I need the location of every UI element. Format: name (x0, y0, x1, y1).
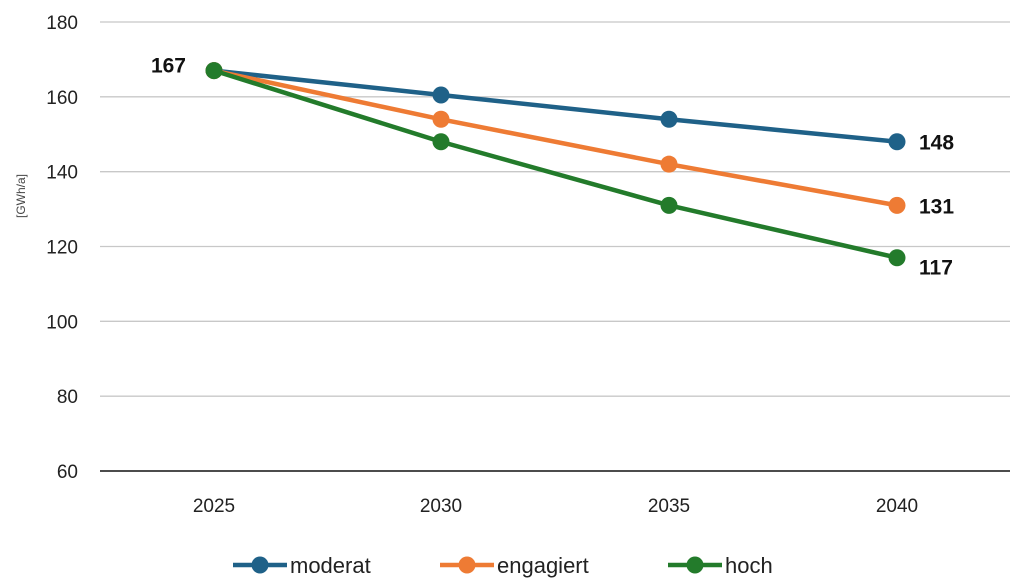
legend-swatch-marker (458, 556, 476, 574)
data-label: 148 (919, 132, 954, 155)
series-lines (205, 62, 906, 267)
legend-label: engagiert (497, 553, 589, 578)
data-label: 117 (919, 257, 953, 280)
data-label: 167 (151, 55, 186, 78)
series-moderat (205, 62, 906, 151)
y-tick-label: 160 (46, 88, 78, 109)
y-tick-label: 180 (46, 13, 78, 34)
series-line-engagiert (213, 68, 898, 208)
data-point (432, 133, 450, 151)
y-axis-ticks: 60 80 100 120 140 160 180 (46, 13, 78, 483)
data-point (432, 86, 450, 104)
data-point (888, 249, 906, 267)
data-point (205, 62, 223, 80)
gridlines (100, 21, 1010, 397)
legend-item-engagiert[interactable]: engagiert (440, 553, 589, 578)
series-hoch (205, 62, 906, 267)
data-point (432, 110, 450, 128)
data-point (888, 133, 906, 151)
x-tick-label: 2030 (420, 496, 462, 517)
legend-item-hoch[interactable]: hoch (668, 553, 773, 578)
data-point (660, 155, 678, 173)
x-tick-label: 2040 (876, 496, 918, 517)
legend[interactable]: moderat engagiert hoch (233, 553, 773, 578)
series-line-hoch (213, 68, 898, 260)
data-point (660, 196, 678, 214)
y-tick-label: 120 (46, 238, 78, 259)
data-label: 131 (919, 195, 954, 218)
legend-swatch-marker (686, 556, 704, 574)
legend-label: moderat (290, 553, 371, 578)
legend-label: hoch (725, 553, 773, 578)
x-axis-ticks: 2025 2030 2035 2040 (193, 496, 918, 517)
data-labels: 167 148 131 117 (151, 55, 954, 280)
y-axis-label: [GWh/a] (14, 174, 28, 218)
x-tick-label: 2025 (193, 496, 235, 517)
y-tick-label: 100 (46, 312, 78, 333)
series-engagiert (205, 62, 906, 214)
legend-item-moderat[interactable]: moderat (233, 553, 371, 578)
y-tick-label: 80 (57, 387, 78, 408)
y-tick-label: 60 (57, 462, 78, 483)
y-tick-label: 140 (46, 163, 78, 184)
data-point (888, 196, 906, 214)
series-line-moderat (213, 68, 898, 144)
legend-swatch-marker (251, 556, 269, 574)
x-tick-label: 2035 (648, 496, 690, 517)
data-point (660, 110, 678, 128)
